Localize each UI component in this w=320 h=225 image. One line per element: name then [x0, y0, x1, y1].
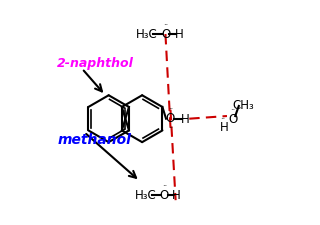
- Text: 2-naphthol: 2-naphthol: [57, 57, 134, 70]
- Text: ··: ··: [163, 181, 168, 190]
- Text: H: H: [175, 28, 183, 41]
- Text: H₃C: H₃C: [136, 28, 157, 41]
- Text: H: H: [181, 113, 190, 126]
- Text: O: O: [165, 112, 175, 124]
- Text: ··: ··: [231, 105, 236, 114]
- Text: ··: ··: [168, 124, 173, 133]
- Text: ··: ··: [154, 30, 159, 39]
- Text: CH₃: CH₃: [233, 98, 255, 111]
- Text: methanol: methanol: [57, 132, 131, 146]
- Text: H: H: [220, 120, 229, 133]
- Text: H: H: [172, 188, 181, 201]
- Text: O: O: [228, 112, 237, 125]
- Text: ··: ··: [152, 190, 158, 199]
- Text: O: O: [161, 28, 170, 41]
- Text: H₃C: H₃C: [135, 188, 156, 201]
- Text: ··: ··: [220, 114, 226, 123]
- Text: O: O: [160, 188, 169, 201]
- Text: ··: ··: [168, 104, 173, 113]
- Text: ··: ··: [164, 21, 169, 30]
